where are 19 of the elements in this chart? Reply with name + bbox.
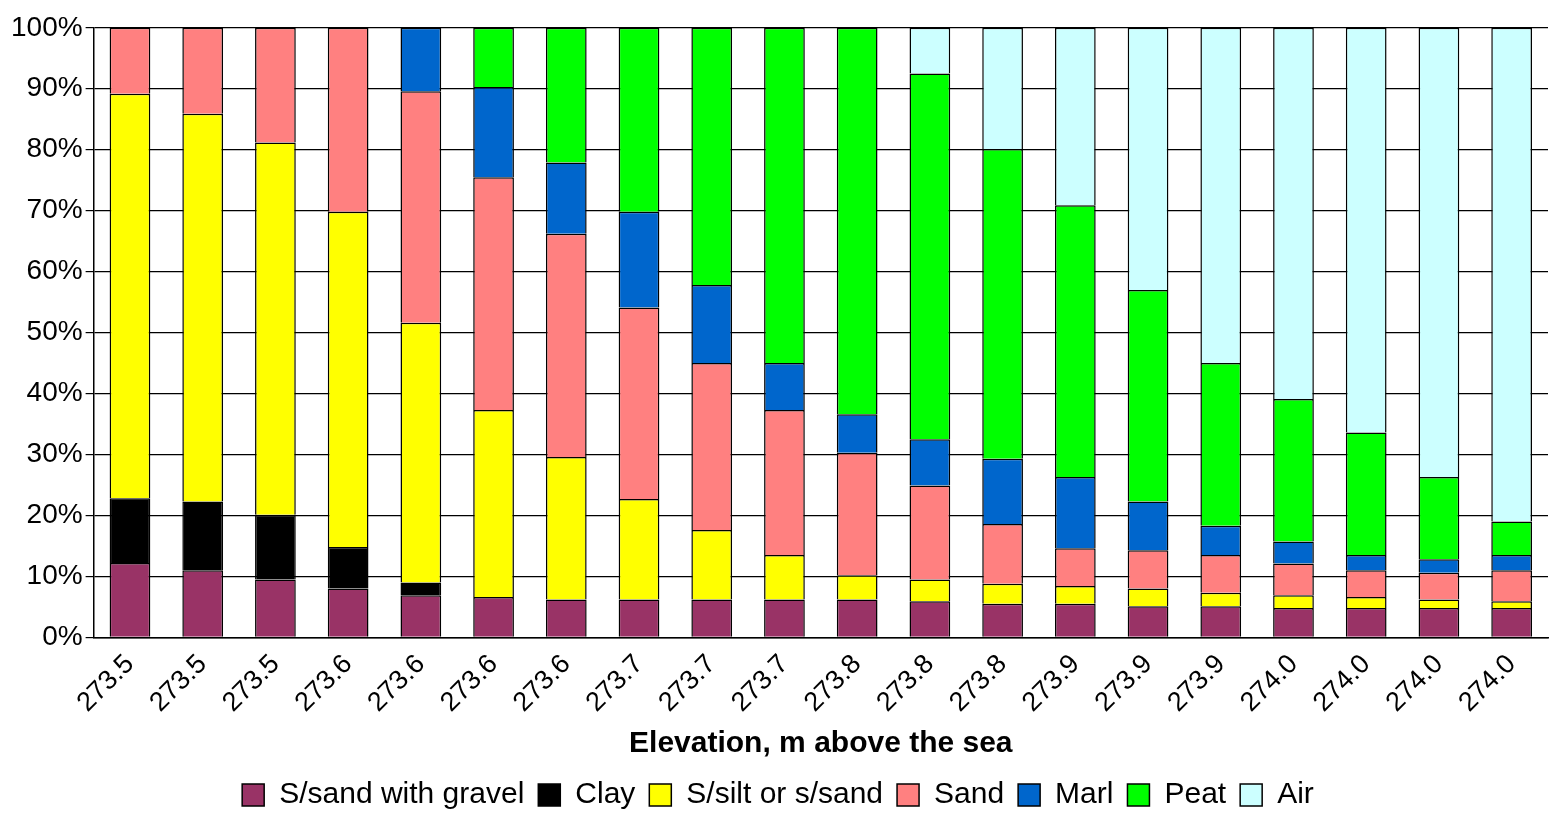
y-tick-label: 100% xyxy=(10,10,83,42)
legend-label: Air xyxy=(1277,776,1314,810)
x-axis-title: Elevation, m above the sea xyxy=(629,725,1013,759)
y-tick-label: 70% xyxy=(26,193,83,225)
y-tick-label: 20% xyxy=(26,498,83,530)
legend-label: S/silt or s/sand xyxy=(686,776,884,810)
y-tick-label: 30% xyxy=(26,437,83,469)
y-tick-label: 50% xyxy=(26,315,83,347)
legend-label: Clay xyxy=(575,776,636,810)
y-tick-label: 60% xyxy=(26,254,83,286)
y-tick-label: 80% xyxy=(26,132,83,164)
legend-label: S/sand with gravel xyxy=(279,776,525,810)
legend-label: Marl xyxy=(1055,776,1114,810)
y-tick-label: 40% xyxy=(26,376,83,408)
legend-label: Peat xyxy=(1164,776,1227,810)
y-tick-label: 10% xyxy=(26,559,83,591)
y-tick-label: 0% xyxy=(42,620,83,652)
legend-label: Sand xyxy=(934,776,1005,810)
y-tick-label: 90% xyxy=(26,71,83,103)
